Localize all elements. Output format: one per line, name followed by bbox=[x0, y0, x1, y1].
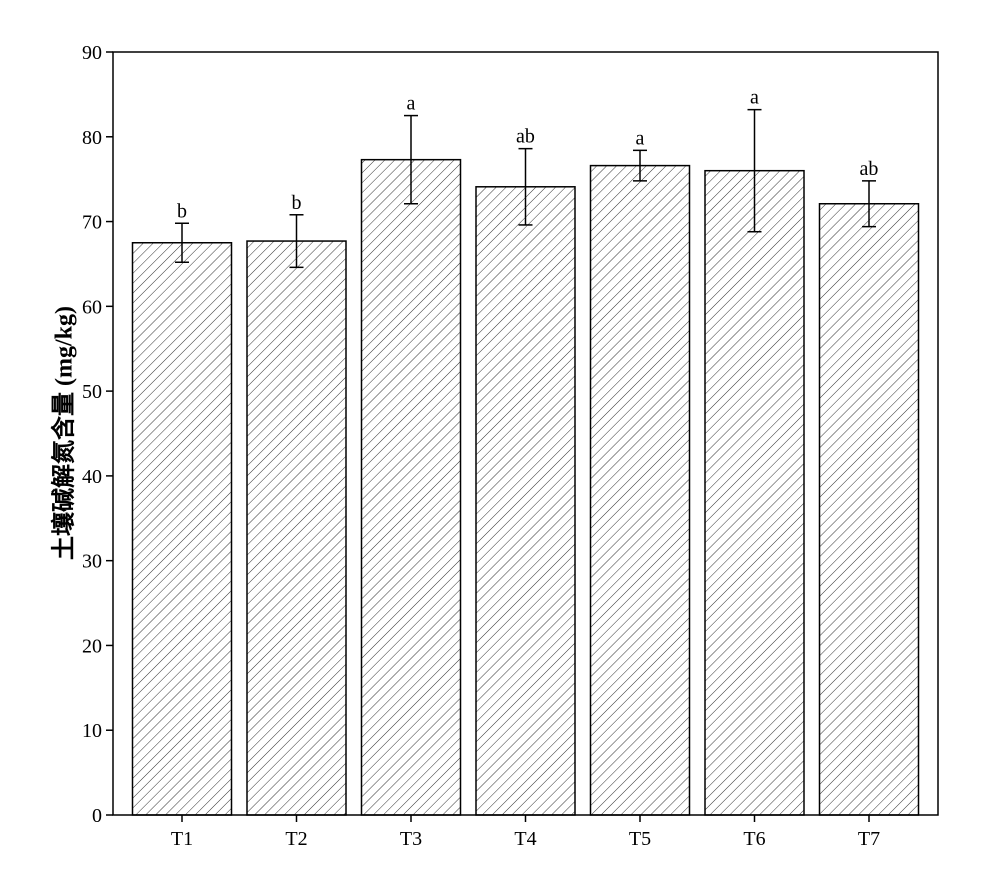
y-tick-label: 40 bbox=[82, 466, 102, 488]
y-axis-label: 土壤碱解氮含量 (mg/kg) bbox=[50, 306, 78, 560]
bar bbox=[475, 186, 576, 816]
x-tick-label: T2 bbox=[285, 828, 307, 850]
y-tick-label: 20 bbox=[82, 635, 102, 657]
bar bbox=[131, 242, 233, 816]
y-tick-label: 30 bbox=[82, 551, 102, 573]
x-tick-label: T5 bbox=[629, 828, 651, 850]
y-tick-label: 10 bbox=[82, 720, 102, 742]
x-tick-label: T7 bbox=[858, 828, 880, 850]
y-tick-label: 0 bbox=[92, 805, 102, 827]
y-tick-label: 60 bbox=[82, 296, 102, 318]
bar bbox=[589, 164, 691, 816]
significance-letter: b bbox=[292, 192, 302, 214]
y-tick-label: 50 bbox=[82, 381, 102, 403]
x-tick-label: T1 bbox=[171, 828, 193, 850]
significance-letter: ab bbox=[516, 126, 535, 148]
bar bbox=[246, 240, 347, 816]
x-tick-label: T4 bbox=[514, 828, 536, 850]
plot-frame bbox=[112, 51, 939, 816]
y-tick-label: 90 bbox=[82, 42, 102, 64]
significance-letter: a bbox=[407, 93, 416, 115]
significance-letter: a bbox=[636, 127, 645, 149]
bar bbox=[360, 158, 462, 816]
bar bbox=[704, 169, 805, 816]
bar bbox=[818, 203, 920, 816]
significance-letter: a bbox=[750, 87, 759, 109]
y-tick-label: 80 bbox=[82, 127, 102, 149]
significance-letter: ab bbox=[860, 158, 879, 180]
significance-letter: b bbox=[177, 200, 187, 222]
x-tick-label: T3 bbox=[400, 828, 422, 850]
y-tick-label: 70 bbox=[82, 212, 102, 234]
x-tick-label: T6 bbox=[743, 828, 765, 850]
